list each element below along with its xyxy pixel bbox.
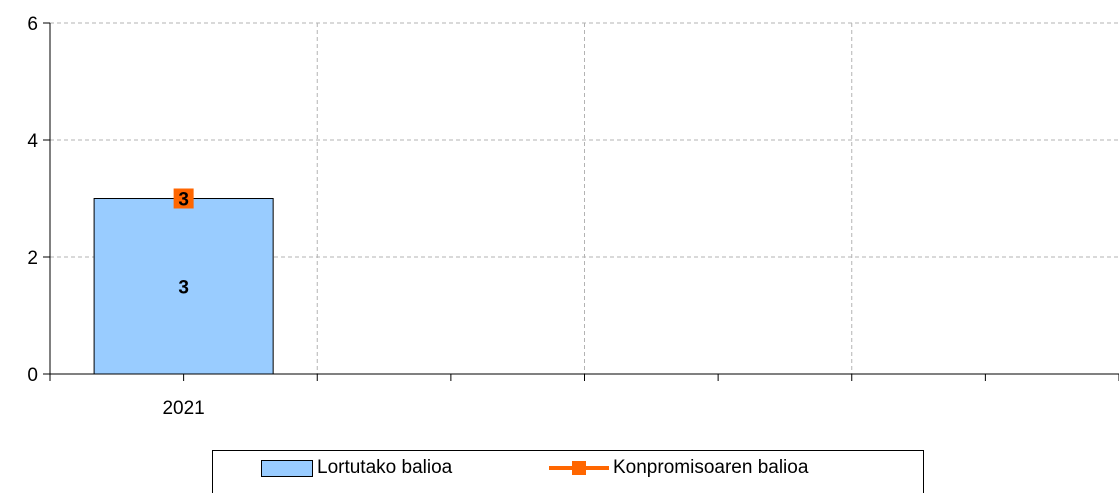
x-tick-label: 2021 <box>162 398 204 419</box>
legend-item-bar-series: Lortutako balioa <box>261 457 452 479</box>
y-tick-label: 2 <box>27 248 38 269</box>
y-tick-label: 4 <box>27 131 38 152</box>
legend-line-label: Konpromisoaren balioa <box>613 457 809 478</box>
legend-bar-label: Lortutako balioa <box>317 457 453 478</box>
bar-data-label: 3 <box>178 277 189 298</box>
bar <box>93 198 274 375</box>
line-data-label: 3 <box>178 190 189 211</box>
y-tick-label: 0 <box>27 365 38 386</box>
y-tick-label: 6 <box>27 14 38 35</box>
chart-plot-area: 3 3 0 2 4 6 2021 <box>27 14 1119 419</box>
legend-item-line-series: Konpromisoaren balioa <box>549 457 808 479</box>
line-marker <box>173 188 194 209</box>
legend-bar-swatch <box>261 459 313 477</box>
legend-line-swatch <box>549 458 609 478</box>
chart-legend: Lortutako balioa Konpromisoaren balioa <box>212 450 924 493</box>
